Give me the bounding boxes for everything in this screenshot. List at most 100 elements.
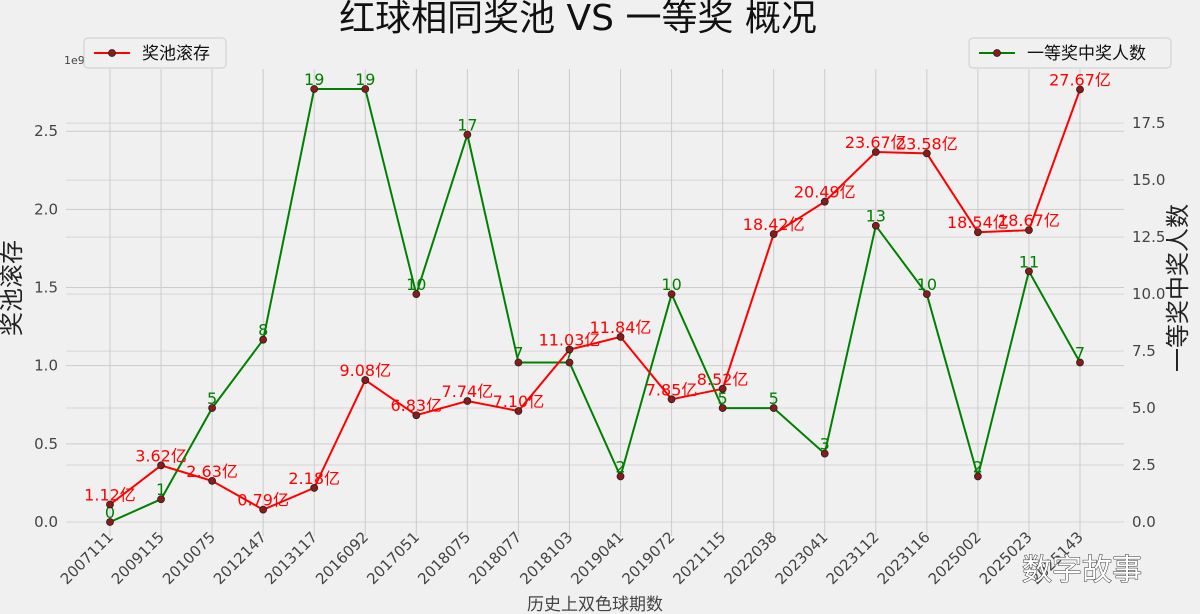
data-label: 9.08亿: [339, 361, 391, 380]
data-label: 6.83亿: [390, 396, 442, 415]
data-point: [361, 85, 370, 93]
data-point: [157, 461, 165, 470]
data-point: [1076, 358, 1084, 367]
y-left-tick-label: 2.0: [34, 200, 58, 218]
data-point: [259, 335, 268, 344]
series-line-winners: [109, 88, 1081, 523]
green-series: 0158191910177721055313102117: [105, 70, 1085, 526]
data-label: 17: [457, 116, 477, 135]
axis-exponent: 1e9: [64, 54, 85, 67]
data-label: 20.49亿: [794, 183, 856, 202]
data-label: 3.62亿: [135, 446, 187, 465]
y-right-tick-label: 0.0: [1132, 513, 1156, 531]
y-right-tick-label: 7.5: [1132, 342, 1156, 360]
data-label: 7: [1075, 343, 1085, 362]
data-label: 1: [156, 480, 166, 499]
y-left-tick-label: 1.5: [34, 279, 58, 297]
data-point: [361, 376, 370, 384]
legend-left: 奖池滚存: [83, 37, 227, 69]
data-point: [616, 472, 625, 481]
grid-lines: [66, 69, 1124, 536]
data-point: [310, 85, 319, 93]
y-left-tick-label: 0.0: [34, 513, 58, 531]
data-point: [973, 472, 982, 481]
data-point: [973, 228, 982, 237]
legend-right-marker: [993, 49, 1001, 57]
data-label: 13: [866, 207, 886, 226]
data-label: 10: [661, 275, 681, 294]
data-label: 8: [258, 321, 268, 340]
data-point: [667, 395, 676, 404]
data-label: 23.58亿: [896, 134, 958, 153]
right-axis-ticks: 0.0 2.5 5.0 7.5 10.0 12.5 15.0 17.5: [1132, 114, 1165, 531]
data-label: 27.67亿: [1049, 70, 1111, 89]
data-point: [1025, 226, 1033, 235]
data-point: [1076, 85, 1084, 94]
data-label: 1.12亿: [84, 485, 136, 504]
data-label: 2: [973, 457, 983, 476]
data-label: 11: [1019, 252, 1039, 271]
data-point: [871, 221, 880, 230]
data-label: 19: [355, 70, 375, 89]
data-point: [820, 449, 829, 458]
data-label: 5: [769, 389, 779, 408]
data-label: 5: [718, 389, 728, 408]
legend-right: 一等奖中奖人数: [968, 37, 1172, 69]
data-label: 18.54亿: [947, 213, 1009, 232]
y-right-tick-label: 15.0: [1132, 171, 1165, 189]
legend-right-label: 一等奖中奖人数: [1027, 44, 1146, 64]
data-point: [208, 404, 217, 412]
data-point: [871, 148, 880, 156]
data-label: 10: [406, 275, 426, 294]
watermark: 数字故事: [1022, 553, 1142, 588]
data-label: 7.10亿: [493, 392, 545, 411]
data-point: [514, 358, 523, 367]
data-label: 7: [513, 343, 523, 362]
y-left-tick-label: 2.5: [34, 122, 58, 140]
y-axis-right-title: 一等奖中奖人数: [1164, 204, 1192, 372]
data-point: [463, 397, 472, 405]
data-point: [514, 407, 523, 415]
y-right-tick-label: 5.0: [1132, 399, 1156, 417]
legend-left-marker: [108, 49, 116, 57]
x-axis-title: 历史上双色球期数: [527, 595, 663, 614]
y-right-tick-label: 17.5: [1132, 114, 1165, 132]
data-point: [463, 130, 472, 139]
data-point: [412, 290, 421, 299]
data-point: [565, 345, 574, 354]
y-axis-left-title: 奖池滚存: [0, 240, 26, 336]
data-point: [259, 505, 268, 514]
data-label: 5: [207, 389, 217, 408]
data-label: 2: [615, 457, 625, 476]
data-point: [208, 476, 217, 485]
data-label: 11.03亿: [539, 331, 601, 350]
y-left-tick-label: 1.0: [34, 357, 58, 375]
data-label: 23.67亿: [845, 133, 907, 152]
data-label: 10: [917, 275, 937, 294]
y-right-tick-label: 12.5: [1132, 228, 1165, 246]
series-line-prize-pool: [109, 89, 1081, 511]
legend-right-box: [968, 37, 1172, 69]
data-label: 11.84亿: [590, 318, 652, 337]
data-point: [157, 495, 165, 504]
data-point: [1025, 267, 1033, 276]
data-point: [616, 333, 625, 341]
data-label: 18.67亿: [998, 211, 1060, 230]
data-point: [310, 484, 319, 492]
data-label: 2.18亿: [288, 469, 340, 488]
data-point: [922, 290, 931, 299]
data-point: [718, 384, 727, 393]
data-label: 18.42亿: [743, 215, 805, 234]
data-point: [820, 197, 829, 206]
data-label: 8.52亿: [697, 370, 749, 389]
data-point: [718, 404, 727, 412]
data-point: [106, 500, 114, 509]
y-left-tick-label: 0.5: [34, 435, 58, 453]
data-label: 3: [820, 435, 830, 454]
data-point: [769, 404, 778, 412]
data-label: 7.85亿: [646, 380, 698, 399]
data-label: 19: [304, 70, 324, 89]
